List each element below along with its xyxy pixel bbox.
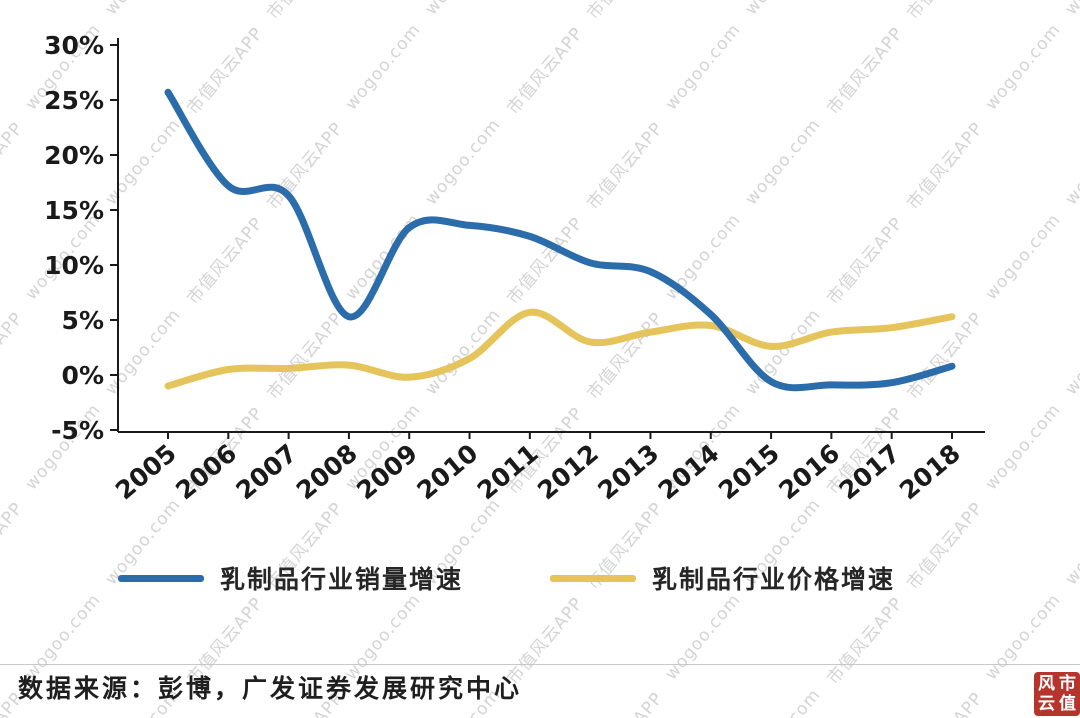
legend-item-sales-growth: 乳制品行业销量增速 xyxy=(118,560,463,596)
y-tick-label: 15% xyxy=(44,196,104,225)
seal-char: 风 xyxy=(1038,673,1055,694)
legend-item-price-growth: 乳制品行业价格增速 xyxy=(550,560,895,596)
footer-divider xyxy=(0,664,1080,665)
y-tick-label: 5% xyxy=(62,306,104,335)
seal-char: 市 xyxy=(1059,673,1076,694)
x-tick-label: 2012 xyxy=(532,438,604,505)
x-tick-label: 2011 xyxy=(472,438,544,505)
x-tick-label: 2009 xyxy=(351,438,423,505)
x-tick-label: 2014 xyxy=(653,438,725,505)
y-tick-label: -5% xyxy=(51,416,104,445)
x-tick-label: 2016 xyxy=(773,438,845,505)
x-tick-label: 2006 xyxy=(170,438,242,505)
seal-char: 值 xyxy=(1059,693,1076,714)
x-tick-label: 2013 xyxy=(592,438,664,505)
seal-char: 云 xyxy=(1038,693,1055,714)
x-tick-label: 2017 xyxy=(834,438,906,505)
y-tick-label: 20% xyxy=(44,141,104,170)
legend-label-price-growth: 乳制品行业价格增速 xyxy=(652,565,896,594)
y-tick-label: 10% xyxy=(44,251,104,280)
x-tick-label: 2008 xyxy=(291,438,363,505)
legend-swatch-sales-growth xyxy=(118,574,204,582)
legend: 乳制品行业销量增速 乳制品行业价格增速 xyxy=(0,560,1080,596)
x-tick-label: 2007 xyxy=(231,438,303,505)
x-tick-label: 2005 xyxy=(110,438,182,505)
legend-label-sales-growth: 乳制品行业销量增速 xyxy=(220,565,464,594)
x-tick-label: 2010 xyxy=(411,438,483,505)
data-source-text: 数据来源：彭博，广发证券发展研究中心 xyxy=(18,674,523,703)
x-tick-label: 2015 xyxy=(713,438,785,505)
y-tick-label: 0% xyxy=(62,361,104,390)
x-tick-label: 2018 xyxy=(894,438,966,505)
y-tick-label: 25% xyxy=(44,86,104,115)
legend-swatch-price-growth xyxy=(550,574,636,582)
y-tick-label: 30% xyxy=(44,31,104,60)
series-line-1 xyxy=(164,308,956,390)
series-line-0 xyxy=(164,88,956,392)
brand-seal-logo: 风 市 云 值 xyxy=(1034,672,1080,716)
